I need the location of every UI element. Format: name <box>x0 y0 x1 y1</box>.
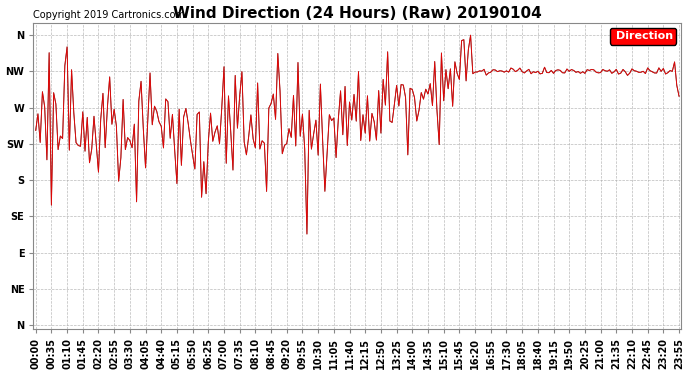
Text: Copyright 2019 Cartronics.com: Copyright 2019 Cartronics.com <box>33 10 186 20</box>
Legend: Direction: Direction <box>609 28 676 45</box>
Title: Wind Direction (24 Hours) (Raw) 20190104: Wind Direction (24 Hours) (Raw) 20190104 <box>173 6 542 21</box>
